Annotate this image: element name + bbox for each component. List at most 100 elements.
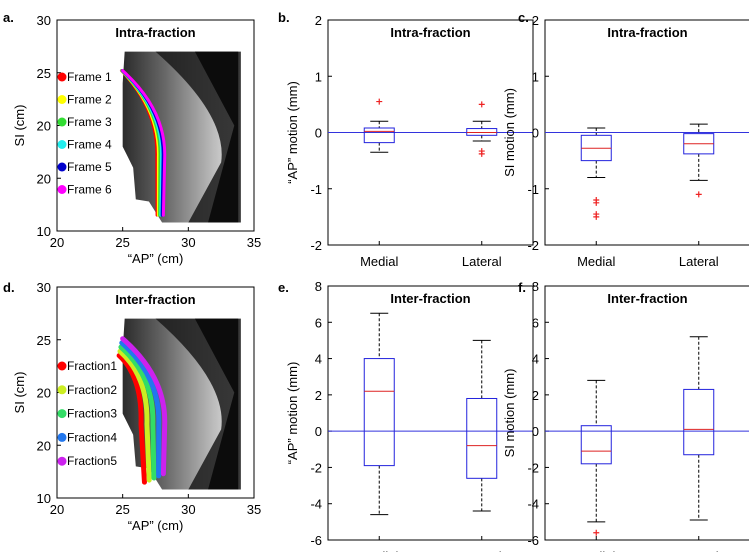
y-tick-label: 0 — [532, 126, 539, 141]
y-tick-label: 0 — [315, 424, 322, 439]
panel-letter: e. — [278, 280, 289, 295]
panel-f: f. Inter-fraction -6 -4 -2 0 2 4 6 8 SI motion (mm… — [502, 279, 749, 552]
y-tick-label: 30 — [37, 13, 51, 28]
panel-title: Intra-fraction — [390, 25, 470, 40]
box-plot-medial — [580, 379, 612, 536]
contour-curve — [116, 353, 147, 485]
y-tick-label: 8 — [532, 279, 539, 294]
contour-curve — [120, 336, 168, 477]
y-tick-label: 1 — [315, 69, 322, 84]
y-tick-label: -1 — [527, 182, 539, 197]
axes-frame — [544, 285, 749, 541]
x-tick-label: Lateral — [462, 254, 502, 269]
legend-label: Frame 1 — [67, 70, 112, 84]
x-tick-label: 35 — [247, 235, 261, 250]
x-tick-label: 25 — [115, 502, 129, 517]
y-tick-label: -2 — [527, 460, 539, 475]
y-axis-label: SI motion (mm) — [502, 88, 517, 177]
y-tick-label: 10 — [37, 491, 51, 506]
x-tick-label: Medial — [577, 549, 615, 552]
y-tick-label: 30 — [37, 280, 51, 295]
legend-label: Frame 2 — [67, 93, 112, 107]
legend-label: Frame 5 — [67, 160, 112, 174]
legend-marker — [57, 456, 67, 466]
outlier-marker — [478, 150, 485, 157]
outlier-marker — [695, 191, 702, 198]
outlier-marker — [478, 101, 485, 108]
legend-label: Frame 4 — [67, 138, 112, 152]
legend-marker — [57, 72, 67, 82]
y-tick-label: 20 — [37, 438, 51, 453]
x-tick-label: 25 — [115, 235, 129, 250]
legend-marker — [57, 162, 67, 172]
legend-label: Fraction4 — [67, 430, 117, 444]
y-tick-label: -6 — [527, 533, 539, 548]
panel-letter: b. — [278, 10, 290, 25]
panel-letter: f. — [518, 280, 526, 295]
y-tick-label: 0 — [315, 126, 322, 141]
box-iqr — [683, 388, 715, 456]
x-tick-label: 30 — [181, 502, 195, 517]
y-tick-label: 25 — [37, 333, 51, 348]
y-tick-label: -6 — [310, 533, 322, 548]
y-tick-label: 0 — [532, 424, 539, 439]
y-axis-label: SI (cm) — [12, 105, 27, 147]
outlier-marker — [593, 199, 600, 206]
y-tick-label: -2 — [310, 238, 322, 253]
box-plot-medial — [363, 312, 395, 516]
box-iqr — [363, 358, 395, 467]
y-tick-label: 20 — [37, 119, 51, 134]
contour-curve — [119, 340, 162, 479]
box-iqr — [580, 425, 612, 465]
legend-label: Fraction3 — [67, 407, 117, 421]
legend-label: Frame 6 — [67, 183, 112, 197]
contour-curve — [118, 344, 157, 481]
panel-title: Intra-fraction — [115, 25, 195, 40]
legend-marker — [57, 432, 67, 442]
axes-frame — [327, 285, 534, 541]
y-tick-label: 2 — [532, 388, 539, 403]
y-tick-label: 2 — [315, 13, 322, 28]
contour-curve — [117, 348, 152, 483]
box-iqr — [466, 397, 498, 479]
x-tick-label: Lateral — [462, 549, 502, 552]
box-iqr — [363, 127, 395, 144]
x-tick-label: 35 — [247, 502, 261, 517]
y-tick-label: 1 — [532, 69, 539, 84]
x-tick-label: Medial — [360, 254, 398, 269]
legend-marker — [57, 361, 67, 371]
y-tick-label: 20 — [37, 171, 51, 186]
x-tick-label: Medial — [577, 254, 615, 269]
box-plot-lateral — [466, 101, 498, 157]
y-tick-label: 6 — [315, 315, 322, 330]
y-tick-label: 4 — [532, 352, 539, 367]
legend-marker — [57, 385, 67, 395]
panel-letter: c. — [518, 10, 529, 25]
x-axis-label: “AP” (cm) — [128, 251, 184, 266]
y-tick-label: -2 — [527, 238, 539, 253]
image-shadow — [194, 51, 239, 223]
legend-label: Fraction5 — [67, 454, 117, 468]
outlier-marker — [376, 98, 383, 105]
y-tick-label: 8 — [315, 279, 322, 294]
box-plot-lateral — [683, 123, 715, 198]
panel-c: c. Intra-fraction -2 -1 0 1 2 SI motion (mm) Med… — [502, 10, 749, 269]
y-tick-label: 2 — [532, 13, 539, 28]
x-tick-label: 20 — [50, 502, 64, 517]
y-axis-label: SI (cm) — [12, 372, 27, 414]
panel-letter: a. — [3, 10, 14, 25]
contour-curve — [121, 69, 167, 217]
y-tick-label: -2 — [310, 460, 322, 475]
legend-marker — [57, 117, 67, 127]
y-tick-label: 25 — [37, 66, 51, 81]
box-iqr — [466, 128, 498, 136]
y-axis-label: “AP” motion (mm) — [285, 362, 300, 465]
panel-letter: d. — [3, 280, 15, 295]
panel-b: b. Intra-fraction -2 -1 0 1 2 “AP” motion (mm) M… — [278, 10, 534, 269]
x-tick-label: Lateral — [679, 254, 719, 269]
y-tick-label: -1 — [310, 182, 322, 197]
